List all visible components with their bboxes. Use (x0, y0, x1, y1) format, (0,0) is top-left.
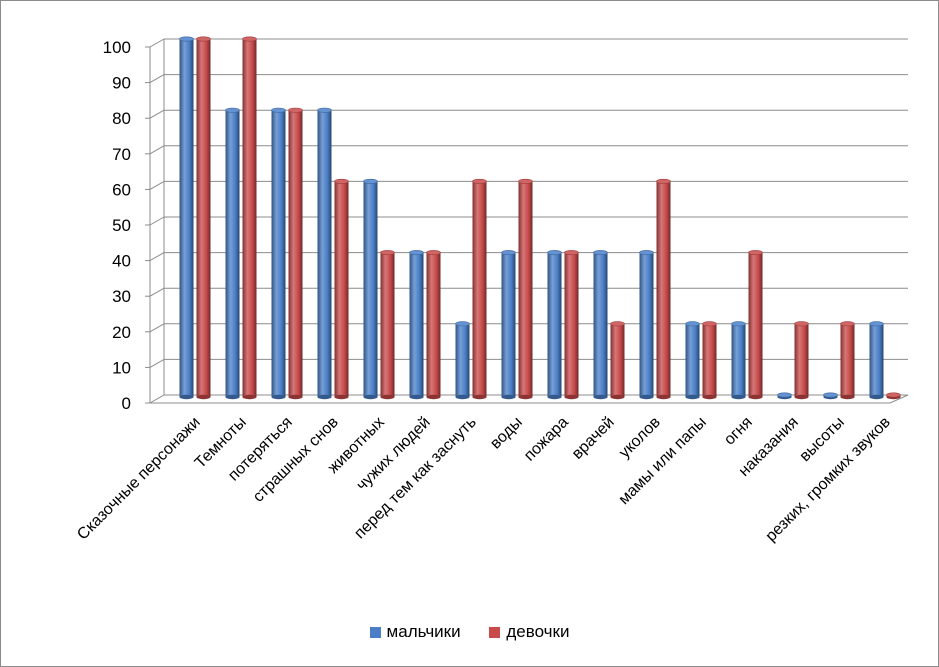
bar-series-1 (501, 250, 516, 400)
bar-series-1 (547, 250, 562, 400)
category-label: Сказочные персонажи (74, 414, 204, 544)
bar-series-2 (518, 178, 533, 400)
legend-swatch-series-2 (489, 627, 501, 638)
y-tick-label: 100 (103, 38, 131, 57)
y-tick-label: 0 (122, 394, 131, 413)
bar-series-1 (731, 321, 746, 400)
y-tick-label: 30 (112, 287, 131, 306)
gridline-depth (149, 180, 165, 190)
legend-item-series-1: мальчики (369, 622, 461, 642)
bar-series-1 (363, 178, 378, 400)
bar-series-2 (472, 178, 487, 400)
bar-series-1 (271, 107, 286, 400)
bar-series-2 (794, 321, 809, 400)
bar-series-2 (610, 321, 625, 400)
bar-series-1 (455, 321, 470, 400)
bar-series-2 (196, 36, 211, 400)
y-tick-label: 70 (112, 145, 131, 164)
bar-series-2 (426, 250, 441, 400)
gridline-depth (149, 145, 165, 155)
bar-series-1 (685, 321, 700, 400)
gridline-depth (149, 74, 165, 84)
legend-label-series-2: девочки (506, 622, 570, 641)
y-tick-label: 80 (112, 109, 131, 128)
gridline-depth (149, 216, 165, 226)
gridline-depth (149, 287, 165, 297)
legend-item-series-2: девочки (489, 622, 569, 642)
bar-series-2 (840, 321, 855, 400)
bar-series-1 (225, 107, 240, 400)
bar-series-1 (317, 107, 332, 400)
y-tick-label: 60 (112, 180, 131, 199)
y-tick-label: 40 (112, 252, 131, 271)
gridline-depth (149, 358, 165, 368)
bar-series-1 (409, 250, 424, 400)
legend-label-series-1: мальчики (386, 622, 461, 641)
y-tick-label: 10 (112, 358, 131, 377)
legend-swatch-series-1 (369, 627, 381, 638)
bar-series-1 (823, 392, 838, 400)
category-label: пожара (521, 414, 572, 465)
y-tick-label: 20 (112, 323, 131, 342)
bar-series-2 (380, 250, 395, 400)
gridline-depth (149, 109, 165, 119)
bar-series-2 (702, 321, 717, 400)
bar-series-2 (564, 250, 579, 400)
bar-series-1 (179, 36, 194, 400)
category-label: огня (721, 414, 756, 449)
y-tick-label: 90 (112, 74, 131, 93)
bar-series-2 (242, 36, 257, 400)
legend: мальчики девочки (0, 622, 939, 642)
gridline-depth (149, 323, 165, 333)
category-label: врачей (569, 414, 618, 463)
bar-series-2 (288, 107, 303, 400)
bar-series-2 (334, 178, 349, 400)
y-tick-label: 50 (112, 216, 131, 235)
category-label: мамы или папы (616, 414, 710, 508)
bar-series-1 (777, 392, 792, 400)
category-label: воды (487, 414, 526, 453)
gridline-depth (149, 38, 165, 48)
bar-series-1 (593, 250, 608, 400)
bar-series-2 (886, 392, 901, 400)
gridline-depth (149, 252, 165, 262)
category-label: страшных снов (250, 414, 342, 506)
bar-series-2 (656, 178, 671, 400)
bar-series-2 (748, 250, 763, 400)
bar-series-1 (869, 321, 884, 400)
bar-series-1 (639, 250, 654, 400)
